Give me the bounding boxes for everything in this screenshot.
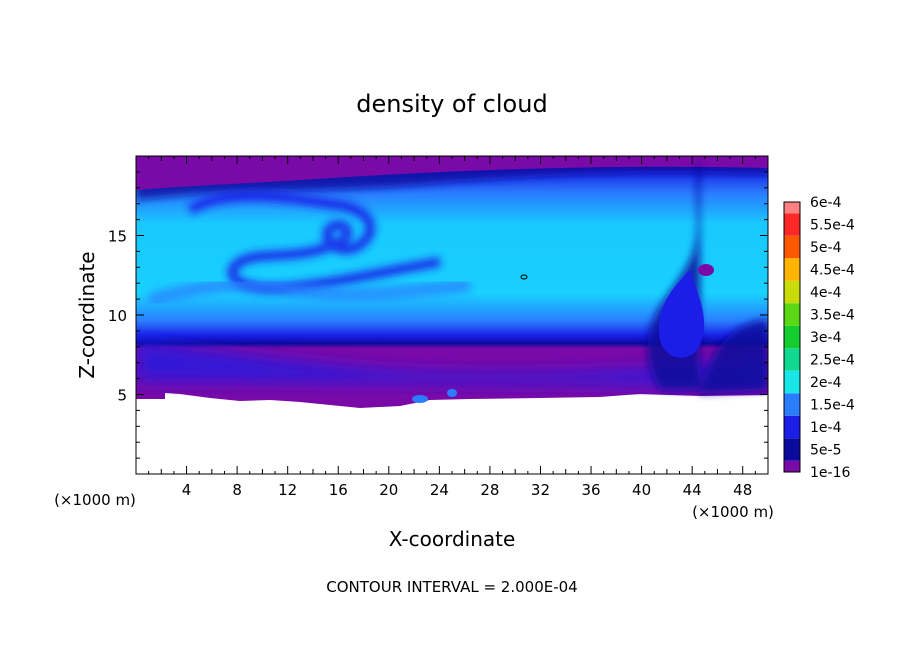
base-feature-1: [412, 395, 428, 403]
colorbar-swatch: [784, 348, 800, 371]
colorbar-swatch: [784, 303, 800, 326]
x-tick-label: 4: [182, 481, 192, 499]
colorbar: 1e-16 5e-5 1e-4 1.5e-4 2e-4 2.5e-4 3e-4 3.5e-4 4…: [783, 195, 855, 481]
colorbar-swatch: [784, 213, 800, 236]
y-tick-label: 15: [108, 228, 127, 246]
colorbar-swatch: [784, 438, 800, 461]
y-tick-label: 10: [108, 307, 127, 325]
chart-title: density of cloud: [356, 90, 547, 118]
x-tick-label: 28: [480, 481, 499, 499]
colorbar-label: 4e-4: [810, 285, 842, 301]
contour-interval-note: CONTOUR INTERVAL = 2.000E-04: [326, 578, 577, 596]
colorbar-swatch: [784, 415, 800, 439]
x-axis: 4 8 12 16 20 24 28 32 36 40 44 48: [148, 156, 756, 499]
colorbar-swatch: [784, 325, 800, 349]
x-tick-label: 24: [430, 481, 449, 499]
colorbar-swatch: [784, 370, 800, 394]
cloud-base-band: [136, 340, 768, 386]
colorbar-label: 1e-16: [810, 465, 850, 481]
colorbar-label: 4.5e-4: [810, 263, 855, 279]
colorbar-swatch: [784, 393, 800, 416]
colorbar-label: 5.5e-4: [810, 218, 855, 234]
y-axis: 5 10 15: [108, 171, 768, 459]
x-tick-label: 36: [581, 481, 600, 499]
colorbar-label: 3.5e-4: [810, 308, 855, 324]
x-tick-label: 40: [632, 481, 651, 499]
colorbar-swatch: [784, 258, 800, 281]
colorbar-label: 1e-4: [810, 420, 842, 436]
contour-island: [520, 274, 528, 280]
colorbar-frame: [783, 201, 801, 473]
x-tick-label: 32: [531, 481, 550, 499]
base-feature-2: [447, 389, 457, 397]
colorbar-label: 3e-4: [810, 330, 842, 346]
colorbar-label: 2e-4: [810, 375, 842, 391]
x-tick-label: 48: [733, 481, 752, 499]
colorbar-label: 5e-4: [810, 240, 842, 256]
density-field: [136, 156, 768, 474]
colorbar-label: 1.5e-4: [810, 398, 855, 414]
x-tick-label: 8: [232, 481, 242, 499]
y-tick-label: 5: [117, 387, 127, 405]
x-tick-label: 12: [278, 481, 297, 499]
colorbar-label: 2.5e-4: [810, 353, 855, 369]
y-axis-label: Z-coordinate: [75, 251, 99, 378]
colorbar-swatch: [784, 235, 800, 259]
plume-core: [659, 270, 705, 358]
cloud-top-edge: [136, 156, 768, 190]
x-unit-left: (×1000 m): [54, 491, 136, 509]
colorbar-label: 5e-5: [810, 443, 841, 459]
x-tick-label: 44: [683, 481, 702, 499]
x-axis-label: X-coordinate: [389, 527, 516, 551]
colorbar-label: 6e-4: [810, 195, 842, 211]
colorbar-swatch: [784, 280, 800, 304]
colorbar-swatch: [784, 202, 800, 214]
x-unit-right: (×1000 m): [692, 503, 774, 521]
x-tick-label: 16: [329, 481, 348, 499]
x-tick-label: 20: [379, 481, 398, 499]
eddy-swirl-2: [147, 277, 471, 307]
colorbar-swatch: [784, 460, 800, 472]
plume-cap: [698, 264, 714, 276]
